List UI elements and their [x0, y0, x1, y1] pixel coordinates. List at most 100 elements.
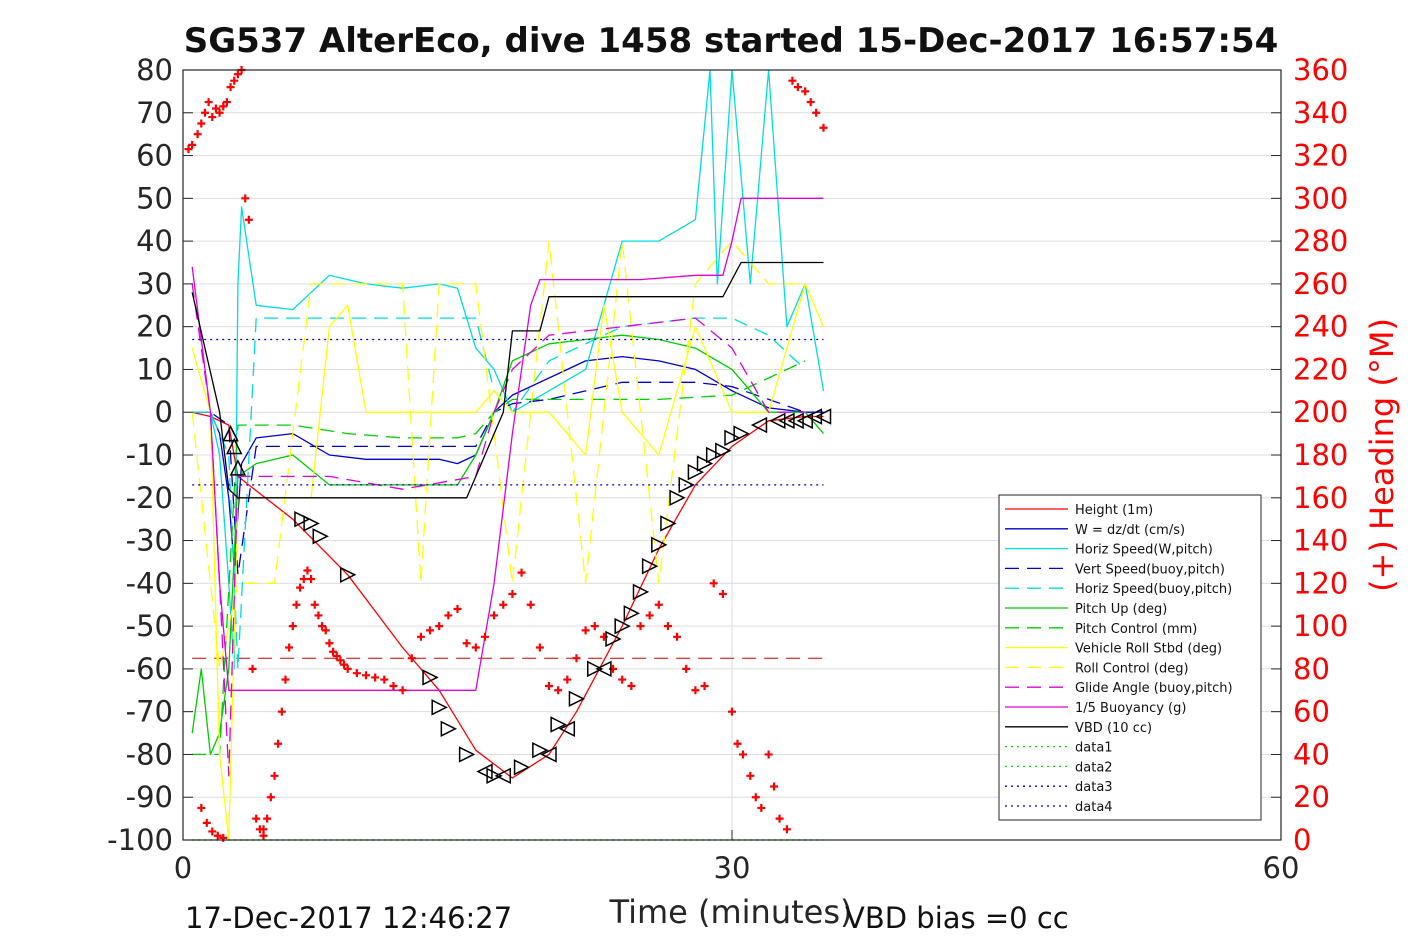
heading-point — [208, 113, 217, 122]
heading-point — [654, 600, 663, 609]
heading-point — [318, 622, 327, 631]
marker-right — [669, 489, 686, 506]
x-axis-label: Time (minutes) — [609, 893, 853, 931]
y-tick-label: 80 — [136, 53, 173, 87]
y-right-tick-label: 100 — [1293, 609, 1348, 643]
marker-left — [814, 408, 832, 425]
legend-label: 1/5 Buoyancy (g) — [1075, 701, 1186, 716]
marker-right — [550, 716, 567, 733]
heading-point — [435, 622, 444, 631]
y-right-tick-label: 320 — [1293, 139, 1348, 173]
y-right-tick-label: 260 — [1293, 267, 1348, 301]
y-tick-label: -40 — [126, 566, 173, 600]
marker-up — [229, 459, 247, 476]
x-tick-label: 30 — [714, 851, 751, 885]
heading-point — [332, 652, 341, 661]
heading-point — [321, 626, 330, 635]
heading-point — [310, 600, 319, 609]
heading-point — [336, 656, 345, 665]
legend-label: Horiz Speed(W,pitch) — [1075, 543, 1213, 558]
heading-point — [782, 825, 791, 834]
heading-point — [226, 83, 235, 92]
heading-point — [806, 98, 815, 107]
marker-left — [558, 720, 576, 737]
marker-left — [805, 408, 823, 425]
heading-point — [285, 643, 294, 652]
heading-point — [407, 654, 416, 663]
y-tick-label: 30 — [136, 267, 173, 301]
series-line-6 — [192, 360, 806, 756]
heading-point — [343, 664, 352, 673]
legend-label: data4 — [1075, 800, 1113, 815]
heading-point — [453, 605, 462, 613]
heading-point — [303, 566, 312, 575]
heading-points — [184, 66, 828, 842]
heading-point — [398, 686, 407, 695]
y-right-tick-label: 60 — [1293, 695, 1330, 729]
legend-label: data2 — [1075, 760, 1113, 775]
legend-label: Horiz Speed(buoy,pitch) — [1075, 582, 1232, 597]
marker-right — [687, 463, 705, 481]
heading-point — [296, 583, 305, 592]
footer-vbd-bias: VBD bias =0 cc — [845, 901, 1069, 935]
heading-point — [793, 83, 802, 92]
y-tick-label: 40 — [136, 224, 173, 258]
y-tick-label: 20 — [136, 310, 173, 344]
heading-point — [526, 600, 535, 609]
marker-left — [494, 767, 511, 785]
heading-point — [193, 130, 202, 139]
depth-markers — [222, 408, 832, 785]
heading-point — [700, 682, 709, 690]
legend-label: Vert Speed(buoy,pitch) — [1075, 562, 1225, 577]
heading-point — [362, 671, 370, 680]
heading-point — [197, 119, 206, 128]
series-line-11 — [191, 261, 824, 499]
marker-right — [614, 617, 631, 635]
heading-point — [682, 664, 691, 673]
heading-point — [733, 739, 742, 748]
legend-label: Vehicle Roll Stbd (deg) — [1075, 642, 1222, 657]
marker-right — [733, 425, 750, 442]
marker-left — [595, 660, 612, 678]
heading-point — [352, 669, 361, 678]
marker-left — [787, 412, 804, 429]
marker-right — [568, 690, 586, 708]
heading-point — [572, 654, 581, 663]
y-right-tick-label: 180 — [1293, 438, 1348, 472]
heading-point — [709, 579, 718, 588]
heading-point — [426, 626, 435, 635]
y-right-tick-label: 200 — [1293, 395, 1348, 429]
heading-point — [636, 622, 645, 631]
heading-point — [213, 831, 222, 840]
heading-point — [380, 675, 389, 684]
heading-point — [738, 750, 747, 759]
heading-point — [590, 622, 599, 631]
series-line-3 — [192, 381, 806, 576]
y-tick-label: -90 — [126, 780, 173, 814]
heading-point — [627, 682, 636, 690]
heading-point — [663, 622, 672, 631]
heading-point — [788, 76, 797, 85]
heading-point — [480, 632, 489, 641]
heading-point — [770, 782, 779, 791]
marker-right — [587, 660, 604, 678]
marker-right — [458, 746, 476, 763]
x-tick-label: 60 — [1263, 851, 1300, 885]
marker-right — [696, 455, 714, 472]
heading-point — [244, 215, 253, 224]
heading-point — [263, 814, 272, 823]
legend-label: Pitch Control (mm) — [1075, 622, 1197, 637]
heading-point — [325, 639, 334, 648]
y-right-tick-label: 140 — [1293, 524, 1348, 558]
marker-right — [422, 669, 439, 686]
marker-right — [339, 566, 357, 583]
heading-point — [248, 664, 257, 673]
marker-right — [312, 528, 329, 545]
heading-point — [545, 682, 553, 690]
legend-label: data1 — [1075, 741, 1113, 756]
legend-label: Pitch Up (deg) — [1075, 602, 1167, 617]
heading-point — [270, 771, 279, 780]
marker-left — [778, 412, 795, 429]
heading-point — [281, 675, 290, 684]
y-tick-label: 70 — [136, 96, 173, 130]
